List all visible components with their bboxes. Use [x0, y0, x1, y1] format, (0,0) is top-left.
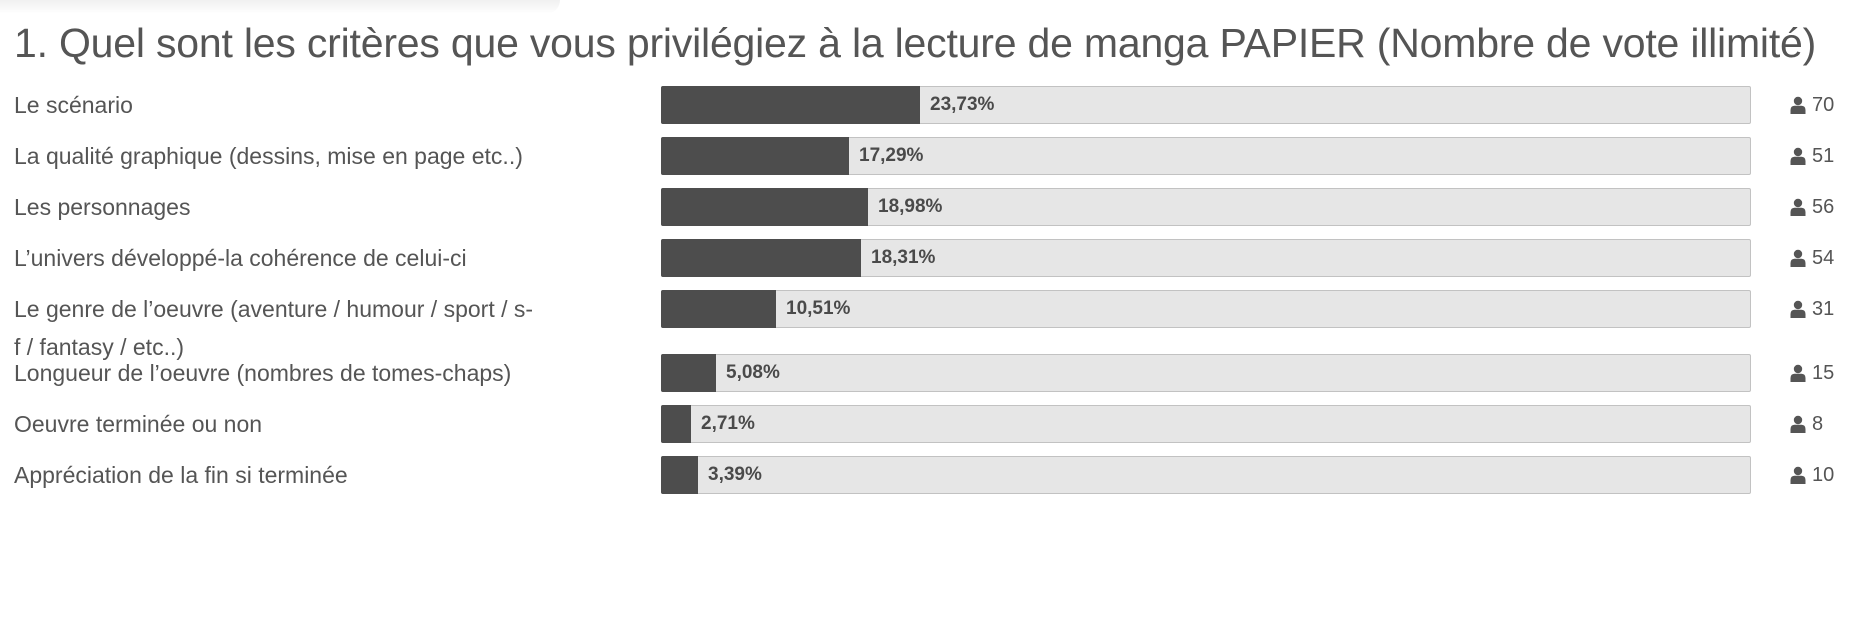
result-row: Le genre de l’oeuvre (aventure / humour … [0, 290, 1851, 360]
vote-count-number: 31 [1812, 297, 1835, 320]
percentage-label: 10,51% [786, 298, 851, 319]
vote-count-number: 10 [1812, 463, 1835, 486]
bar-track: 18,31% [661, 239, 1751, 277]
user-icon [1790, 364, 1806, 382]
bar-track: 18,98% [661, 188, 1751, 226]
question-title: 1. Quel sont les critères que vous privi… [14, 20, 1817, 66]
percentage-label: 5,08% [726, 362, 780, 383]
answer-label: Les personnages [14, 194, 191, 220]
answer-label: Longueur de l’oeuvre (nombres de tomes-c… [14, 360, 512, 386]
user-icon [1790, 415, 1806, 433]
vote-count-number: 56 [1812, 195, 1835, 218]
percentage-label: 18,98% [878, 196, 943, 217]
answer-label: L’univers développé-la cohérence de celu… [14, 245, 467, 271]
vote-count: 56 [1790, 188, 1834, 226]
bar-fill [661, 86, 920, 124]
result-row: Appréciation de la fin si terminée 3,39% 1… [0, 456, 1851, 496]
percentage-label: 23,73% [930, 94, 995, 115]
answer-label: Oeuvre terminée ou non [14, 411, 263, 437]
percentage-label: 2,71% [701, 413, 755, 434]
vote-count-number: 15 [1812, 361, 1835, 384]
vote-count-number: 8 [1812, 412, 1824, 435]
header-shadow [0, 0, 560, 14]
user-icon [1790, 300, 1806, 318]
vote-count: 15 [1790, 354, 1834, 392]
user-icon [1790, 147, 1806, 165]
answer-label: Le scénario [14, 92, 133, 118]
user-icon [1790, 466, 1806, 484]
vote-count: 51 [1790, 137, 1834, 175]
vote-count-number: 51 [1812, 144, 1835, 167]
bar-fill [661, 137, 849, 175]
bar-track: 5,08% [661, 354, 1751, 392]
result-row: La qualité graphique (dessins, mise en p… [0, 137, 1851, 177]
vote-count: 10 [1790, 456, 1834, 494]
result-row: Le scénario 23,73% 70 [0, 86, 1851, 126]
bar-track: 23,73% [661, 86, 1751, 124]
vote-count-number: 70 [1812, 93, 1835, 116]
bar-fill [661, 405, 691, 443]
result-row: Oeuvre terminée ou non 2,71% 8 [0, 405, 1851, 445]
vote-count-number: 54 [1812, 246, 1835, 269]
user-icon [1790, 96, 1806, 114]
bar-fill [661, 188, 868, 226]
bar-fill [661, 354, 716, 392]
result-row: L’univers développé-la cohérence de celu… [0, 239, 1851, 279]
bar-track: 2,71% [661, 405, 1751, 443]
percentage-label: 17,29% [859, 145, 924, 166]
result-row: Longueur de l’oeuvre (nombres de tomes-c… [0, 354, 1851, 394]
answer-label: Appréciation de la fin si terminée [14, 462, 348, 488]
vote-count: 31 [1790, 290, 1834, 328]
vote-count: 8 [1790, 405, 1823, 443]
percentage-label: 18,31% [871, 247, 936, 268]
bar-track: 17,29% [661, 137, 1751, 175]
bar-track: 10,51% [661, 290, 1751, 328]
percentage-label: 3,39% [708, 464, 762, 485]
bar-track: 3,39% [661, 456, 1751, 494]
answer-label: Le genre de l’oeuvre (aventure / humour … [14, 296, 534, 360]
user-icon [1790, 249, 1806, 267]
bar-fill [661, 239, 861, 277]
user-icon [1790, 198, 1806, 216]
vote-count: 54 [1790, 239, 1834, 277]
result-row: Les personnages 18,98% 56 [0, 188, 1851, 228]
vote-count: 70 [1790, 86, 1834, 124]
answer-label: La qualité graphique (dessins, mise en p… [14, 143, 523, 169]
bar-fill [661, 290, 776, 328]
bar-fill [661, 456, 698, 494]
